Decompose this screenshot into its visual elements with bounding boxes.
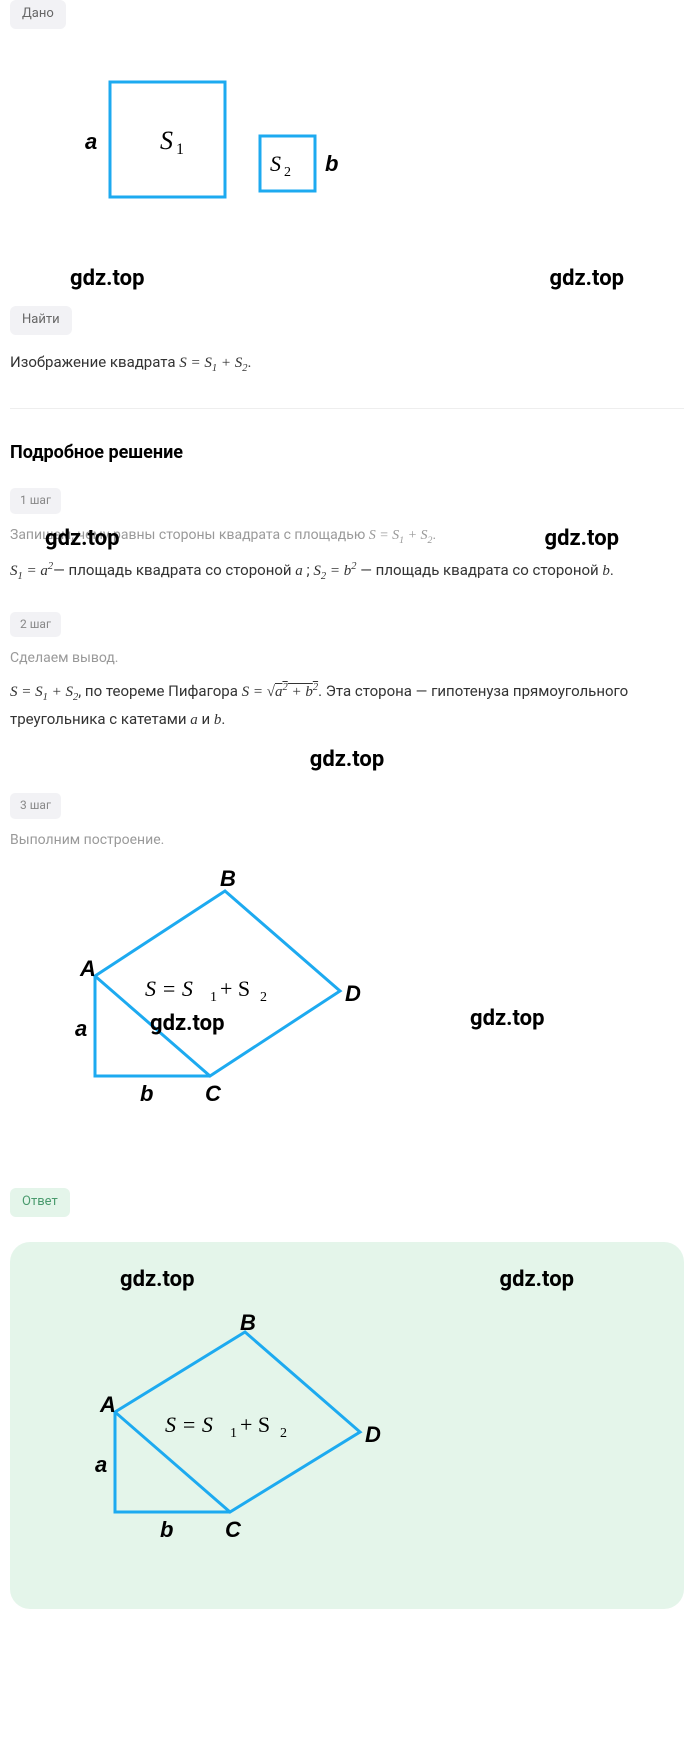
find-prefix: Изображение квадрата [10,353,179,371]
find-formula: S = S1 + S2 [179,355,247,371]
step-2-body: S = S1 + S2, по теореме Пифагора S = √a2… [10,679,684,732]
svg-text:B: B [240,1312,256,1335]
step-1-body: S1 = a2— площадь квадрата со стороной a … [10,558,684,586]
var-b: b [602,563,610,579]
answer-box: gdz.top gdz.top A B D C a b S = S 1 + S … [10,1242,684,1609]
solution-header: Подробное решение [10,439,684,468]
watermark: gdz.top [310,747,384,772]
t7: и [198,710,214,728]
step-badge-1: 1 шаг [10,488,61,513]
svg-text:a: a [75,1016,87,1041]
step-1-intro-suffix: . [432,527,436,543]
given-diagram: S 1 a S 2 b [10,44,684,251]
var-a2: a [190,712,198,728]
construction-diagram: A B D C a b S = S 1 + S 2 gdz.top gdz.to… [10,861,684,1148]
svg-text:S: S [270,151,281,176]
s-sum: S = S1 + S2 [10,684,78,700]
watermark: gdz.top [150,1006,224,1041]
watermark: gdz.top [70,261,144,296]
svg-text:+ S: + S [220,976,250,1001]
step-2-intro: Сделаем вывод. [10,647,684,669]
step-3-intro: Выполним построение. [10,829,684,851]
t5: , по теореме Пифагора [78,682,241,700]
watermark: gdz.top [470,1001,544,1036]
svg-text:C: C [205,1081,222,1106]
svg-text:b: b [325,151,338,176]
svg-text:S = S: S = S [165,1412,213,1437]
svg-text:A: A [99,1392,116,1417]
find-text: Изображение квадрата S = S1 + S2. [10,350,684,378]
given-badge: Дано [10,0,66,29]
t1: — площадь квадрата со стороной [53,561,295,579]
svg-text:C: C [225,1517,242,1542]
svg-text:a: a [85,129,97,154]
watermark: gdz.top [545,521,619,556]
t4: . [610,561,614,579]
watermark: gdz.top [45,521,119,556]
step-1-intro-formula: S = S1 + S2 [369,528,433,543]
step-1-intro: Запишем, чему равны стороны квадрата с п… [10,524,684,548]
t8: . [221,710,225,728]
svg-text:2: 2 [284,165,291,180]
svg-text:D: D [345,981,361,1006]
svg-text:1: 1 [230,1426,237,1441]
step-badge-2: 2 шаг [10,612,61,637]
divider [10,408,684,409]
svg-text:2: 2 [280,1426,287,1441]
svg-text:B: B [220,866,236,891]
answer-diagram: A B D C a b S = S 1 + S 2 [30,1312,664,1579]
svg-text:S: S [160,126,173,155]
watermark: gdz.top [550,261,624,296]
watermark: gdz.top [500,1262,574,1297]
sqrt-formula: S = √a2 + b2 [242,684,318,700]
s2-formula: S2 = b2 [313,563,356,579]
svg-text:D: D [365,1422,381,1447]
watermark: gdz.top [120,1262,194,1297]
svg-text:S = S: S = S [145,976,193,1001]
step-badge-3: 3 шаг [10,793,61,818]
svg-text:A: A [79,956,96,981]
svg-text:1: 1 [176,141,184,158]
answer-badge: Ответ [10,1188,70,1217]
watermark-row-1: gdz.top gdz.top [10,251,684,306]
svg-text:2: 2 [260,990,267,1005]
s1-formula: S1 = a2 [10,563,53,579]
svg-text:+ S: + S [240,1412,270,1437]
svg-text:b: b [160,1517,173,1542]
find-badge: Найти [10,306,72,335]
svg-text:a: a [95,1452,107,1477]
svg-text:b: b [140,1081,153,1106]
t2: ; [303,561,314,579]
find-suffix: . [248,353,252,371]
t3: — площадь квадрата со стороной [357,561,603,579]
var-a: a [295,563,303,579]
svg-text:1: 1 [210,990,217,1005]
